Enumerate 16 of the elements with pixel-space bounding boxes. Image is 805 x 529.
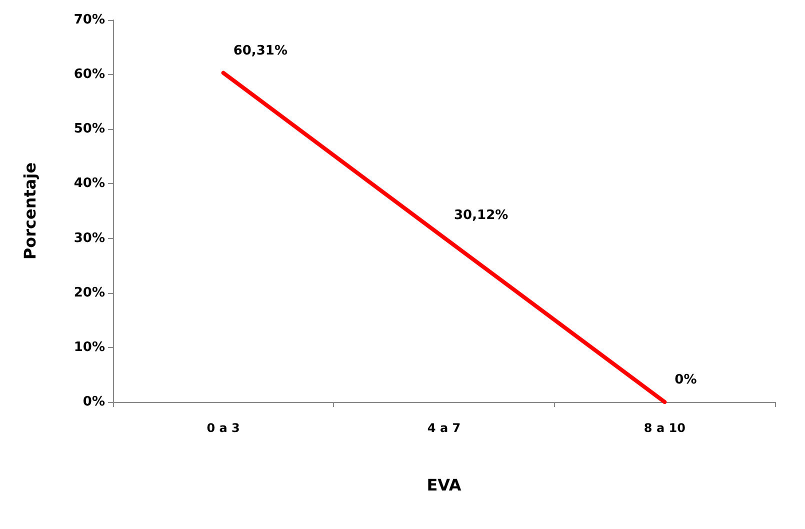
- y-axis-title: Porcentaje: [20, 162, 40, 260]
- y-tick-label: 50%: [74, 122, 105, 137]
- y-tick-label: 10%: [74, 340, 105, 355]
- x-axis-title: EVA: [426, 476, 462, 494]
- y-tick-label: 60%: [74, 67, 105, 82]
- x-tick-label: 0 a 3: [206, 421, 240, 435]
- y-tick-label: 30%: [74, 230, 105, 246]
- y-tick-label: 0%: [82, 394, 105, 410]
- data-label: 0%: [674, 372, 697, 388]
- data-label: 60,31%: [233, 43, 288, 58]
- x-tick-label: 4 a 7: [427, 421, 461, 435]
- x-tick-label: 8 a 10: [644, 421, 686, 435]
- y-tick-label: 40%: [74, 176, 105, 192]
- data-label: 30,12%: [454, 208, 508, 224]
- y-tick-label: 20%: [74, 285, 105, 300]
- y-tick-label: 70%: [74, 12, 105, 28]
